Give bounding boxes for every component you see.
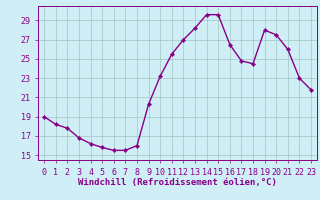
X-axis label: Windchill (Refroidissement éolien,°C): Windchill (Refroidissement éolien,°C) (78, 178, 277, 187)
